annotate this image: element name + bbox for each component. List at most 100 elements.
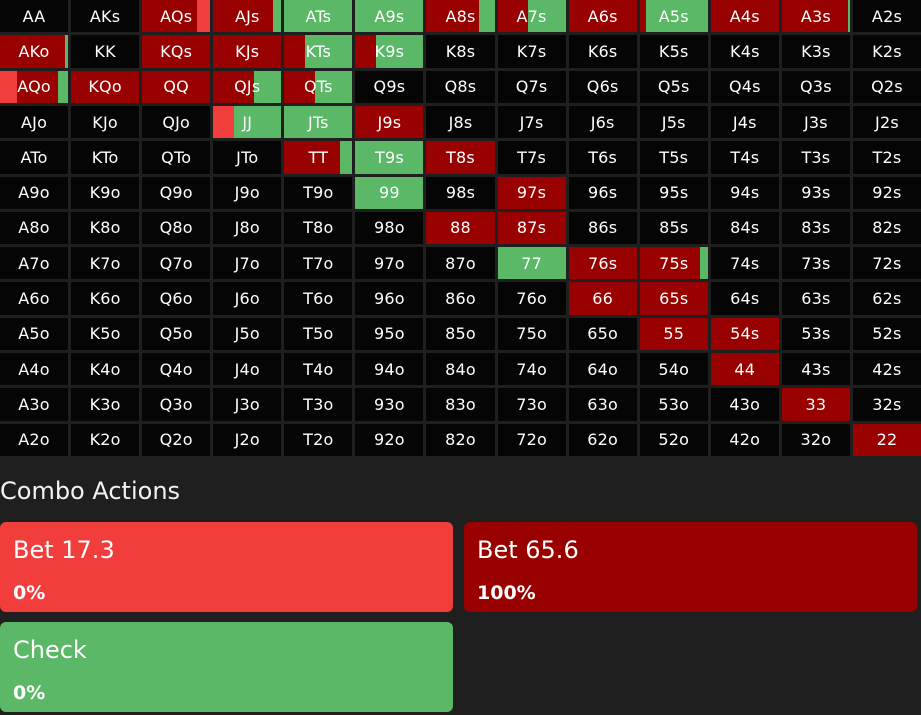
- action-card-bet-big[interactable]: Bet 65.6 100%: [464, 522, 917, 612]
- hand-cell[interactable]: 66: [568, 282, 637, 315]
- hand-cell[interactable]: 73o: [497, 388, 566, 421]
- hand-cell[interactable]: J8o: [213, 211, 282, 245]
- hand-cell[interactable]: Q5o: [142, 317, 211, 351]
- hand-cell[interactable]: 86s: [568, 211, 637, 245]
- hand-cell[interactable]: K8o: [71, 211, 140, 245]
- hand-cell[interactable]: J6o: [213, 282, 282, 315]
- hand-cell[interactable]: JTo: [213, 141, 282, 174]
- hand-cell[interactable]: ATo: [0, 141, 69, 174]
- hand-cell[interactable]: TT: [284, 141, 353, 174]
- hand-cell[interactable]: K9o: [71, 176, 140, 209]
- hand-cell[interactable]: 92o: [355, 423, 424, 456]
- hand-cell[interactable]: T7o: [284, 247, 353, 280]
- hand-cell[interactable]: 75o: [497, 317, 566, 351]
- hand-cell[interactable]: 55: [639, 317, 708, 351]
- hand-cell[interactable]: Q6o: [142, 282, 211, 315]
- hand-cell[interactable]: 43o: [710, 388, 779, 421]
- hand-cell[interactable]: K5s: [639, 35, 708, 68]
- hand-cell[interactable]: 97s: [497, 176, 566, 209]
- hand-cell[interactable]: 73s: [781, 247, 850, 280]
- hand-cell[interactable]: JTs: [284, 105, 353, 139]
- hand-cell[interactable]: A3s: [781, 0, 850, 33]
- hand-cell[interactable]: Q9o: [142, 176, 211, 209]
- hand-cell[interactable]: 65o: [568, 317, 637, 351]
- hand-cell[interactable]: T9o: [284, 176, 353, 209]
- hand-cell[interactable]: T3s: [781, 141, 850, 174]
- hand-cell[interactable]: T3o: [284, 388, 353, 421]
- hand-cell[interactable]: KQs: [142, 35, 211, 68]
- hand-cell[interactable]: 76o: [497, 282, 566, 315]
- hand-cell[interactable]: 93o: [355, 388, 424, 421]
- hand-cell[interactable]: 63o: [568, 388, 637, 421]
- hand-cell[interactable]: 52o: [639, 423, 708, 456]
- hand-cell[interactable]: 42o: [710, 423, 779, 456]
- hand-cell[interactable]: QJs: [213, 70, 282, 103]
- hand-cell[interactable]: 53o: [639, 388, 708, 421]
- hand-cell[interactable]: T6o: [284, 282, 353, 315]
- hand-cell[interactable]: 87s: [497, 211, 566, 245]
- hand-cell[interactable]: 33: [781, 388, 850, 421]
- hand-cell[interactable]: 32o: [781, 423, 850, 456]
- hand-cell[interactable]: AQs: [142, 0, 211, 33]
- hand-cell[interactable]: K3s: [781, 35, 850, 68]
- hand-cell[interactable]: KTo: [71, 141, 140, 174]
- action-card-check[interactable]: Check 0%: [0, 622, 453, 712]
- hand-cell[interactable]: KJs: [213, 35, 282, 68]
- hand-cell[interactable]: 84s: [710, 211, 779, 245]
- hand-cell[interactable]: 96o: [355, 282, 424, 315]
- hand-cell[interactable]: A9o: [0, 176, 69, 209]
- hand-cell[interactable]: T4o: [284, 353, 353, 386]
- hand-cell[interactable]: 32s: [852, 388, 921, 421]
- hand-cell[interactable]: J3s: [781, 105, 850, 139]
- hand-cell[interactable]: 95o: [355, 317, 424, 351]
- hand-cell[interactable]: Q6s: [568, 70, 637, 103]
- hand-cell[interactable]: T5s: [639, 141, 708, 174]
- hand-cell[interactable]: AKs: [71, 0, 140, 33]
- hand-cell[interactable]: T8s: [426, 141, 495, 174]
- hand-cell[interactable]: T6s: [568, 141, 637, 174]
- hand-cell[interactable]: A5s: [639, 0, 708, 33]
- hand-cell[interactable]: 63s: [781, 282, 850, 315]
- hand-cell[interactable]: K6s: [568, 35, 637, 68]
- hand-cell[interactable]: T7s: [497, 141, 566, 174]
- hand-cell[interactable]: K7o: [71, 247, 140, 280]
- hand-cell[interactable]: 43s: [781, 353, 850, 386]
- hand-cell[interactable]: 44: [710, 353, 779, 386]
- hand-cell[interactable]: J2s: [852, 105, 921, 139]
- hand-cell[interactable]: J7o: [213, 247, 282, 280]
- hand-cell[interactable]: Q4o: [142, 353, 211, 386]
- hand-cell[interactable]: 99: [355, 176, 424, 209]
- hand-cell[interactable]: 62s: [852, 282, 921, 315]
- hand-cell[interactable]: Q7o: [142, 247, 211, 280]
- hand-cell[interactable]: AA: [0, 0, 69, 33]
- hand-cell[interactable]: AJs: [213, 0, 282, 33]
- hand-cell[interactable]: 22: [852, 423, 921, 456]
- hand-cell[interactable]: 54o: [639, 353, 708, 386]
- hand-cell[interactable]: 98o: [355, 211, 424, 245]
- hand-cell[interactable]: 85s: [639, 211, 708, 245]
- hand-cell[interactable]: J5s: [639, 105, 708, 139]
- hand-cell[interactable]: K7s: [497, 35, 566, 68]
- hand-cell[interactable]: J2o: [213, 423, 282, 456]
- hand-cell[interactable]: A7o: [0, 247, 69, 280]
- hand-cell[interactable]: A2s: [852, 0, 921, 33]
- hand-cell[interactable]: Q3s: [781, 70, 850, 103]
- hand-cell[interactable]: K3o: [71, 388, 140, 421]
- hand-cell[interactable]: 65s: [639, 282, 708, 315]
- hand-cell[interactable]: K6o: [71, 282, 140, 315]
- hand-cell[interactable]: Q7s: [497, 70, 566, 103]
- hand-cell[interactable]: 95s: [639, 176, 708, 209]
- hand-cell[interactable]: KTs: [284, 35, 353, 68]
- hand-cell[interactable]: 54s: [710, 317, 779, 351]
- hand-cell[interactable]: T5o: [284, 317, 353, 351]
- hand-cell[interactable]: 83o: [426, 388, 495, 421]
- hand-cell[interactable]: Q8o: [142, 211, 211, 245]
- hand-cell[interactable]: Q5s: [639, 70, 708, 103]
- hand-cell[interactable]: 94s: [710, 176, 779, 209]
- hand-cell[interactable]: QTo: [142, 141, 211, 174]
- hand-cell[interactable]: K4s: [710, 35, 779, 68]
- hand-cell[interactable]: A8o: [0, 211, 69, 245]
- hand-cell[interactable]: J3o: [213, 388, 282, 421]
- hand-cell[interactable]: K5o: [71, 317, 140, 351]
- hand-cell[interactable]: Q9s: [355, 70, 424, 103]
